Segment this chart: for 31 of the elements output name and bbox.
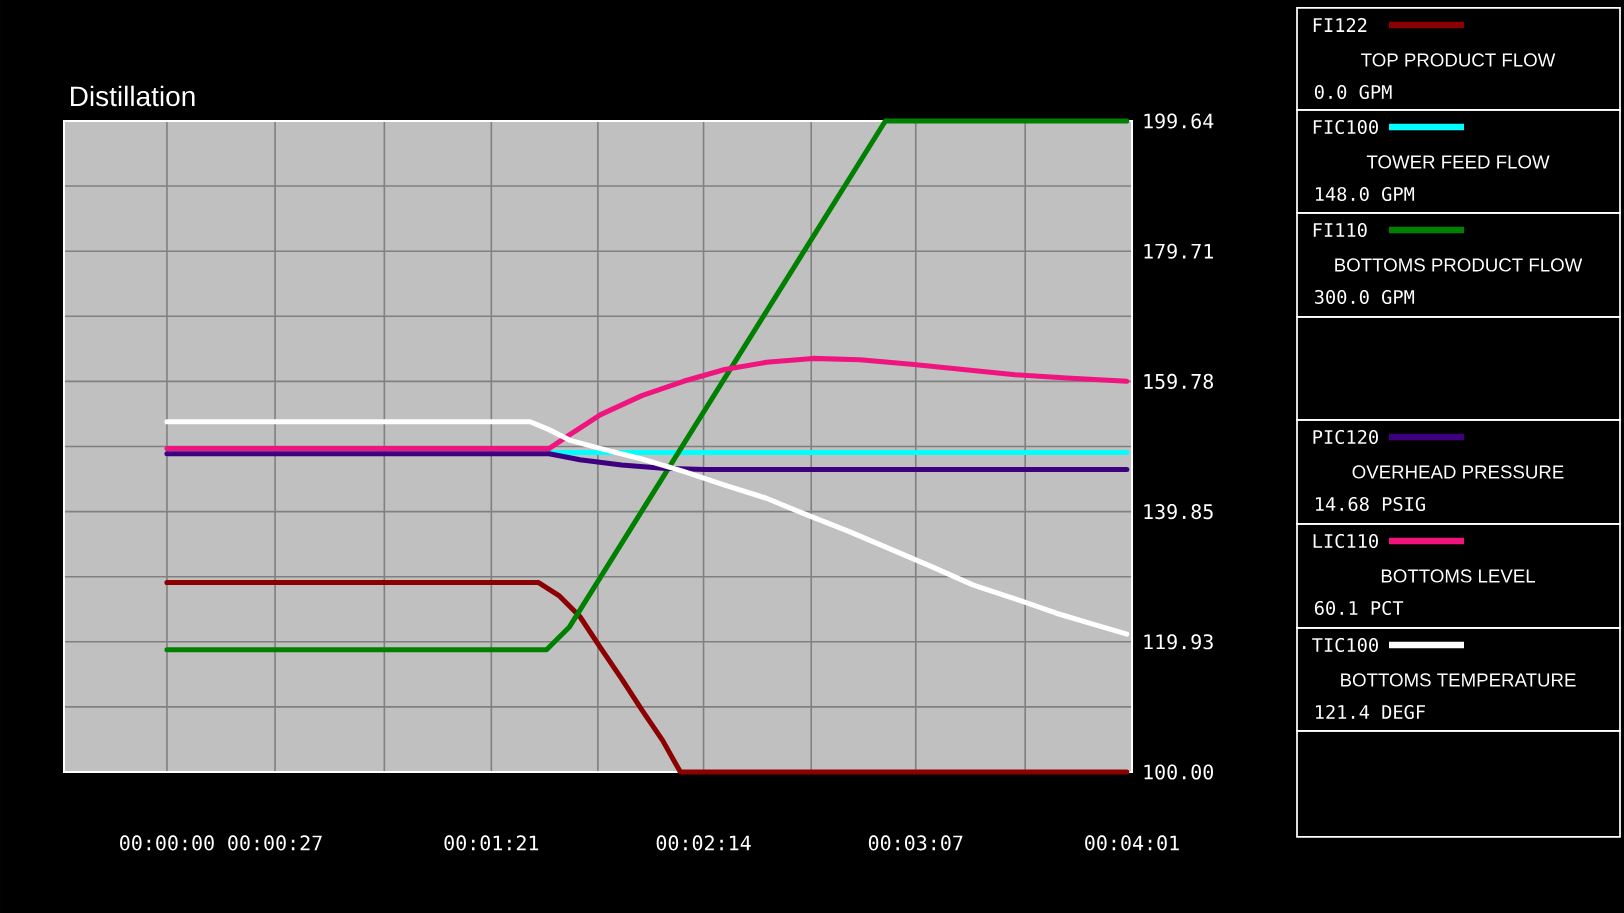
legend-label: PIC120 bbox=[1313, 429, 1378, 445]
x-tick-label: 00:00:00 bbox=[120, 835, 214, 851]
legend-label: FI122 bbox=[1313, 18, 1367, 32]
text: OVERHEAD PRESSURE bbox=[1352, 465, 1564, 479]
text: TOP PRODUCT FLOW bbox=[1361, 53, 1556, 67]
y-tick-label: 119.93 bbox=[1144, 634, 1213, 650]
legend-label: FIC100 bbox=[1313, 119, 1378, 135]
y-tick-label: 159.78 bbox=[1144, 373, 1214, 389]
y-tick-label: 199.64 bbox=[1144, 113, 1214, 129]
x-tick-label: 00:01:21 bbox=[444, 835, 539, 851]
y-tick-label: 179.71 bbox=[1144, 243, 1213, 259]
text: 60.1 PCT bbox=[1314, 600, 1404, 616]
x-tick-label: 00:02:14 bbox=[656, 835, 751, 851]
y-tick-label: 139.85 bbox=[1144, 504, 1213, 520]
x-tick-label: 00:03:07 bbox=[868, 835, 963, 851]
legend-label: FI110 bbox=[1313, 222, 1367, 238]
text: BOTTOMS PRODUCT FLOW bbox=[1335, 258, 1583, 272]
x-tick-label: 00:00:27 bbox=[228, 835, 322, 851]
x-tick-label: 00:04:01 bbox=[1085, 835, 1179, 851]
y-tick-label: 100.00 bbox=[1144, 764, 1213, 780]
text: 121.4 DEGF bbox=[1315, 704, 1425, 720]
text: 148.0 GPM bbox=[1315, 186, 1415, 202]
text: 0.0 GPM bbox=[1314, 84, 1392, 100]
text: TOWER FEED FLOW bbox=[1366, 155, 1550, 169]
legend-label: LIC110 bbox=[1313, 533, 1378, 549]
text: BOTTOMS LEVEL bbox=[1381, 569, 1536, 583]
text: BOTTOMS TEMPERATURE bbox=[1341, 673, 1576, 687]
chart-title: Distillation bbox=[71, 85, 195, 107]
text: 300.0 GPM bbox=[1314, 289, 1415, 305]
legend-label: TIC100 bbox=[1312, 637, 1378, 653]
text: 14.68 PSIG bbox=[1315, 496, 1425, 512]
